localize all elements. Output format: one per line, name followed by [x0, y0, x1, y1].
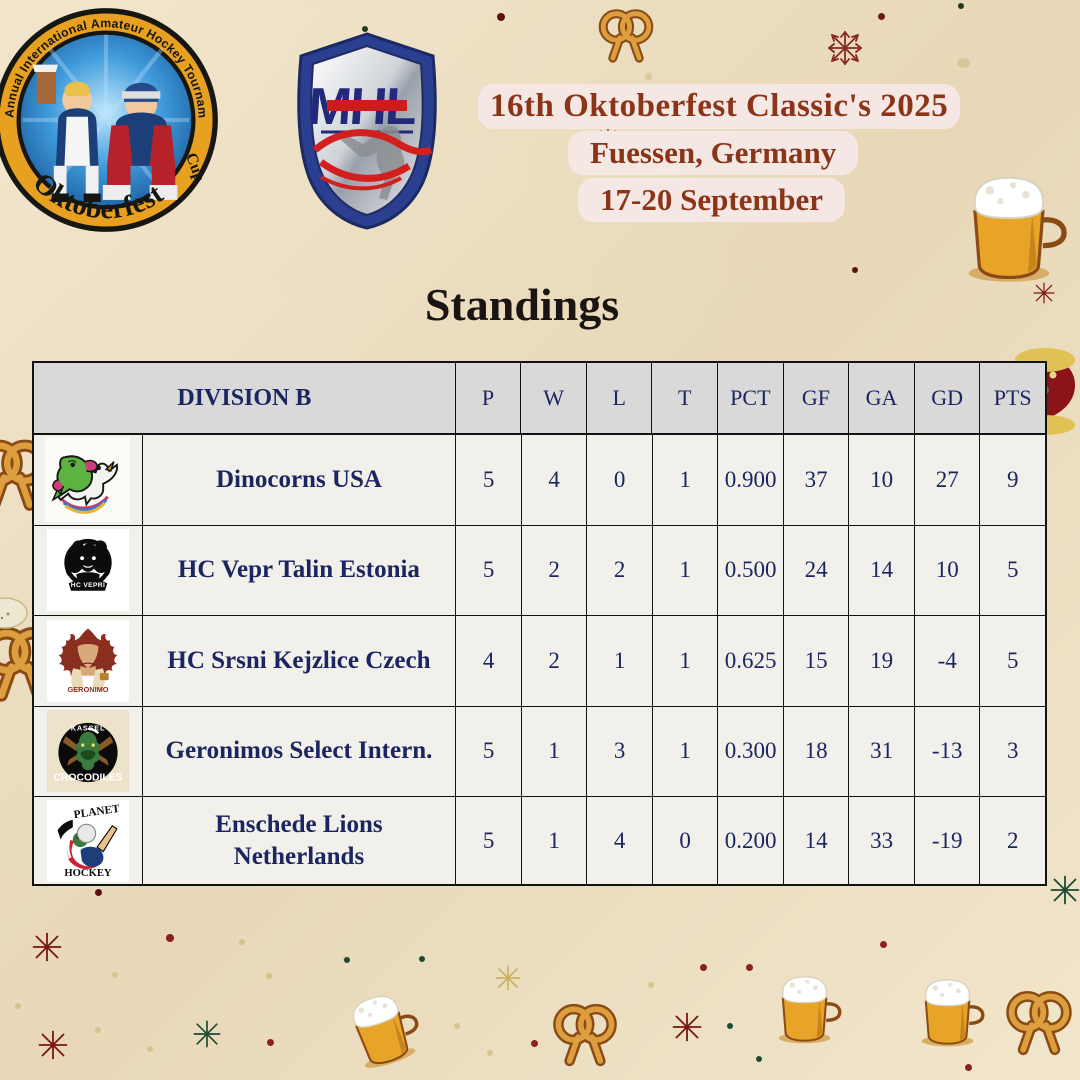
svg-text:PLANET: PLANET [73, 803, 121, 821]
svg-text:HOCKEY: HOCKEY [64, 867, 112, 878]
svg-text:HC VEPRI: HC VEPRI [71, 582, 105, 589]
svg-text:CROCODILES: CROCODILES [53, 773, 122, 784]
svg-text:GERONIMO: GERONIMO [67, 685, 108, 694]
svg-text:KASSEL: KASSEL [71, 724, 105, 733]
